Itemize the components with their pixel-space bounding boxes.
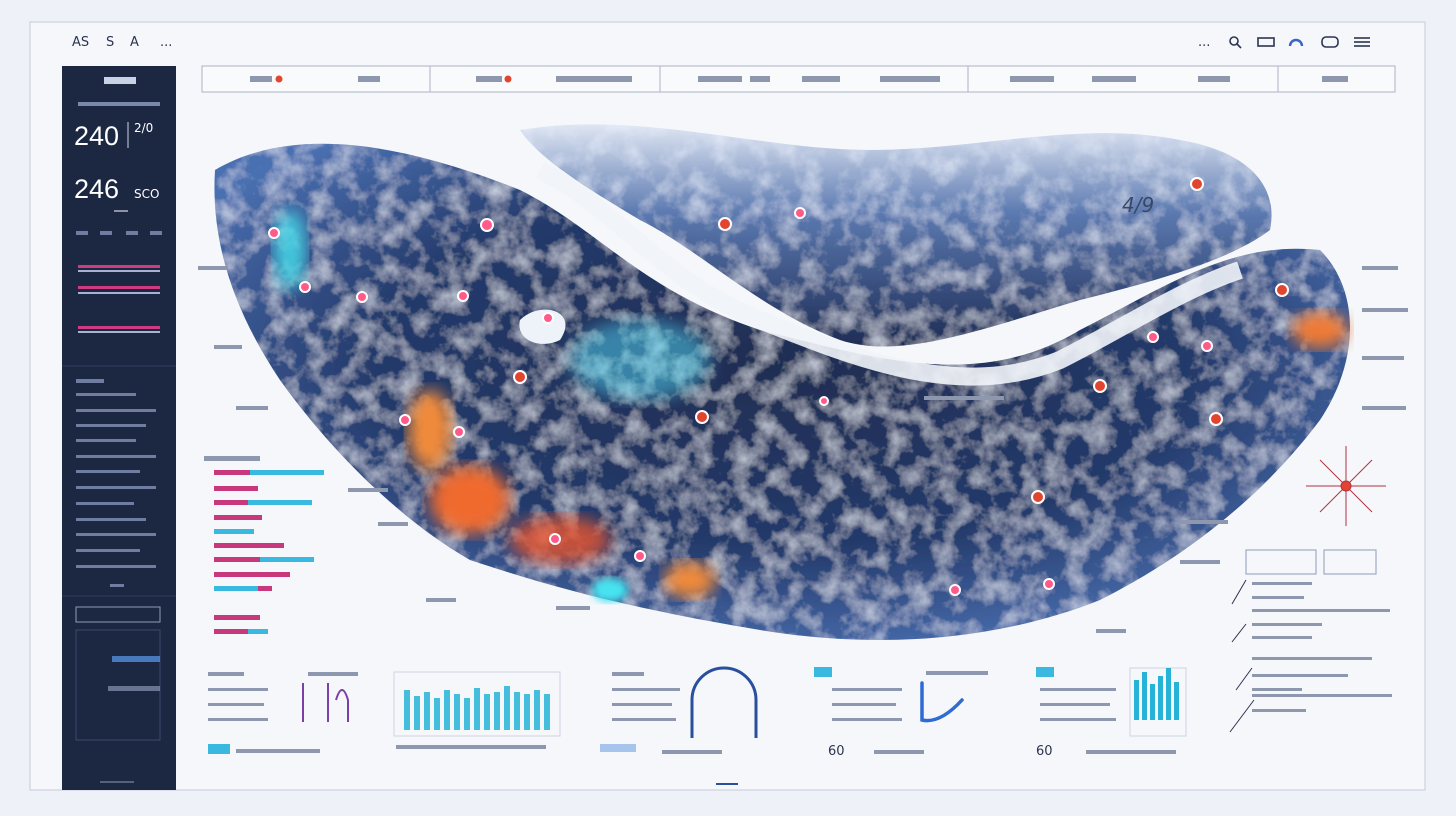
compass <box>1306 446 1386 526</box>
metric-value: 240 <box>74 121 119 151</box>
gauge-label: 60 <box>828 744 845 759</box>
map-labels <box>198 266 1408 633</box>
header-icons[interactable] <box>1229 36 1370 49</box>
svg-text:...: ... <box>1198 35 1210 50</box>
map-markers[interactable] <box>268 177 1289 596</box>
header-item[interactable]: A <box>130 35 139 50</box>
metric-value: 246 <box>74 174 119 204</box>
info-panel <box>1229 549 1392 733</box>
gauge-label: 60 <box>1036 744 1053 759</box>
map-annotation: 4/9 <box>1122 193 1154 217</box>
tab-bar <box>201 65 1396 93</box>
header-item[interactable]: ... <box>160 35 172 50</box>
header-item[interactable]: AS <box>72 35 89 50</box>
map[interactable]: 4/9 <box>198 124 1408 640</box>
metric-side: 2/0 <box>134 121 153 135</box>
bottom-widgets: 60 60 <box>208 666 1187 785</box>
sidebar: 240 2/0 246 SCO <box>62 66 176 790</box>
bar-list <box>204 456 324 634</box>
header: AS S A ... ... <box>72 35 1370 50</box>
metric-side: SCO <box>134 187 159 201</box>
header-item[interactable]: S <box>106 35 114 50</box>
